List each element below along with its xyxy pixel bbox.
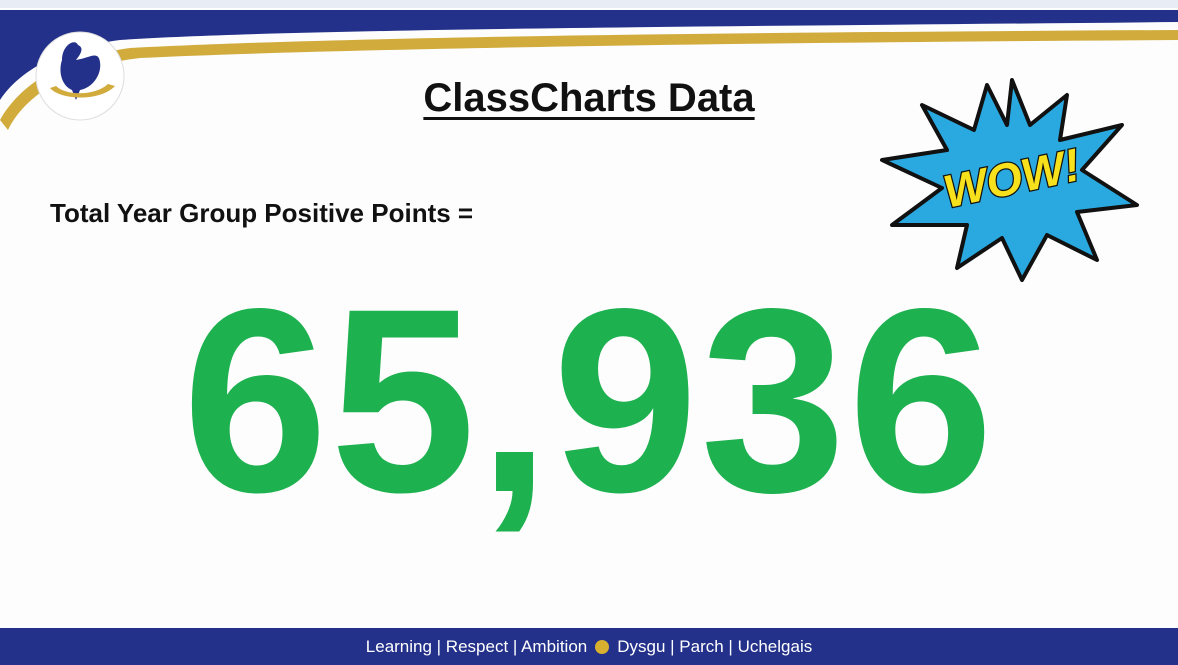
footer: Learning | Respect | Ambition Dysgu | Pa…: [0, 628, 1178, 665]
slide: WOW! ClassCharts Data Total Year Group P…: [0, 0, 1178, 665]
title-text: ClassCharts Data: [423, 76, 754, 120]
footer-english: Learning | Respect | Ambition: [366, 637, 587, 657]
top-edge: [0, 0, 1178, 8]
title: ClassCharts Data: [0, 76, 1178, 121]
metric-label: Total Year Group Positive Points =: [50, 198, 473, 229]
footer-welsh: Dysgu | Parch | Uchelgais: [617, 637, 812, 657]
footer-dot: [595, 640, 609, 654]
metric-value: 65,936: [0, 270, 1178, 532]
